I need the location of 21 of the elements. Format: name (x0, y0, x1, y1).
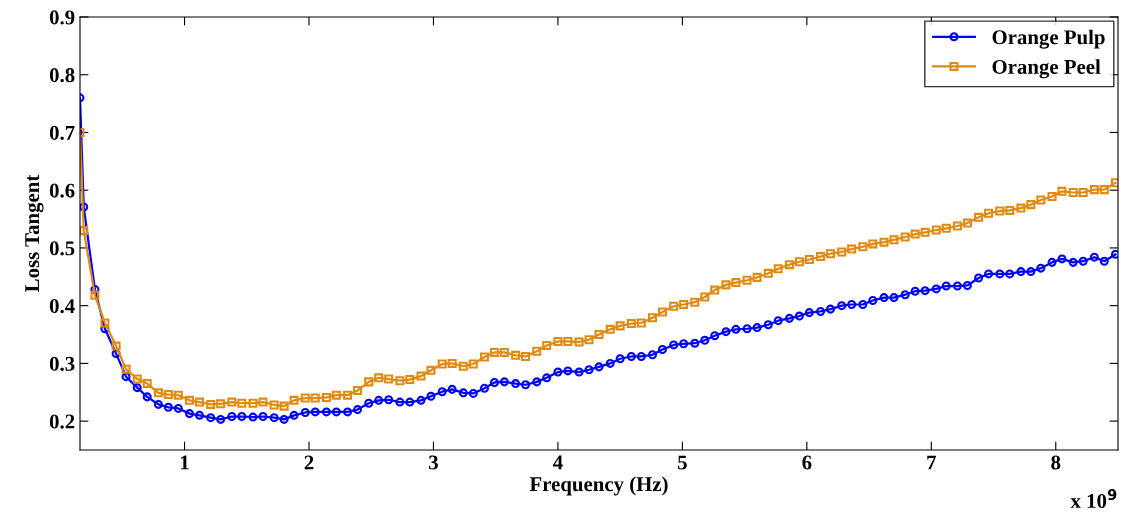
y-axis-title: Loss Tangent (25, 174, 44, 292)
x-tick-label: 8 (1051, 455, 1061, 470)
y-tick-label: 0.6 (49, 183, 75, 198)
legend-label: Orange Peel (992, 59, 1101, 79)
x-tick-label: 1 (181, 455, 189, 470)
x-tick-label: 5 (678, 455, 687, 470)
x-tick-label: 2 (304, 455, 314, 470)
legend-label: Orange Pulp (992, 29, 1105, 49)
x-tick-label: 7 (927, 455, 937, 470)
x-axis-title: Frequency (Hz) (529, 476, 668, 496)
y-tick-label: 0.5 (49, 241, 75, 256)
y-tick-label: 0.9 (49, 10, 75, 25)
y-tick-label: 0.2 (49, 414, 75, 429)
y-tick-label: 0.3 (49, 356, 75, 371)
x-tick-label: 4 (553, 455, 563, 470)
x-tick-label: 3 (429, 455, 438, 470)
y-tick-label: 0.4 (49, 299, 75, 314)
x-tick-label: 6 (802, 455, 812, 470)
y-tick-label: 0.8 (49, 68, 75, 83)
y-tick-label: 0.7 (49, 125, 75, 140)
text: x 10$^{9}$ (1070, 489, 1117, 509)
